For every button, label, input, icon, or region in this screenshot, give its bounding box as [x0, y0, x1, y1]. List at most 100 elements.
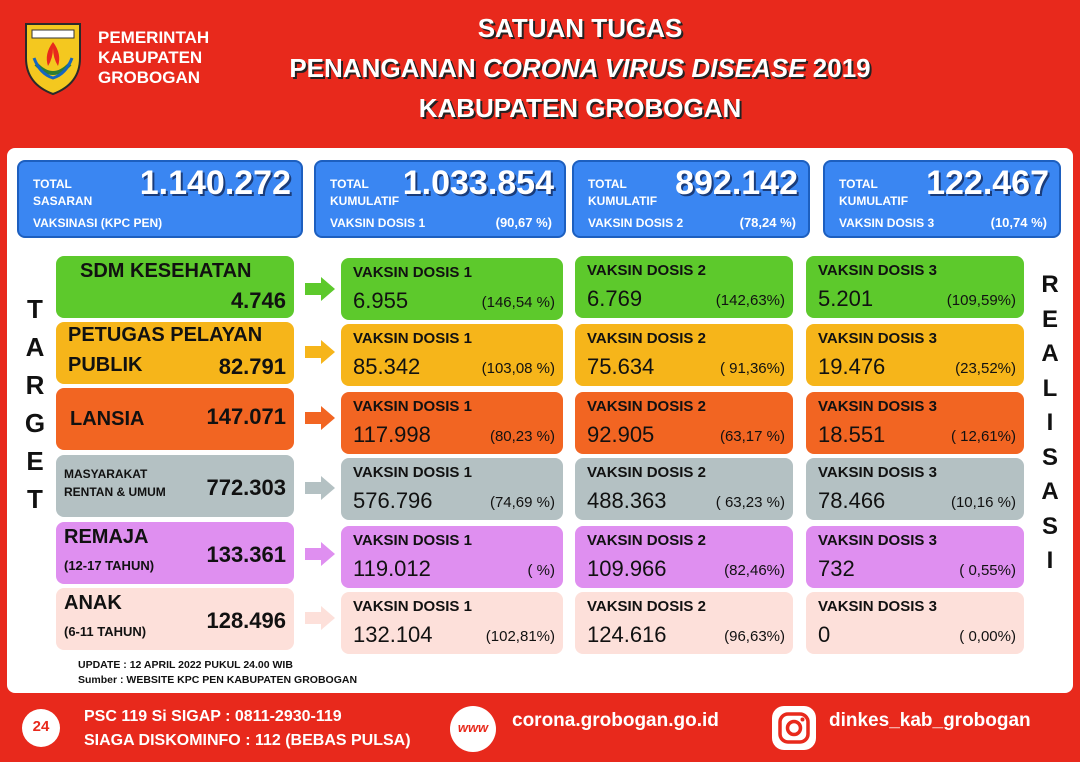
target-name: SDM KESEHATAN	[80, 260, 252, 282]
arrow-right-icon	[305, 277, 335, 301]
realisasi-letter: L	[1042, 374, 1058, 402]
dose-value: 117.998	[353, 422, 431, 447]
dose-label: VAKSIN DOSIS 3	[818, 598, 937, 615]
realisasi-petugas-dosis3: VAKSIN DOSIS 3 19.476 (23,52%)	[806, 324, 1024, 386]
target-masyarakat-rentan-umum: MASYARAKAT RENTAN & UMUM 772.303	[56, 455, 294, 517]
target-value: 772.303	[206, 475, 286, 500]
total-label-3: VAKSIN DOSIS 1	[330, 216, 426, 230]
dose-value: 0	[818, 622, 831, 647]
dose-percent: (80,23 %)	[489, 428, 555, 445]
total-sasaran-card: TOTAL SASARAN VAKSINASI (KPC PEN) 1.140.2…	[17, 160, 303, 238]
dose-label: VAKSIN DOSIS 2	[587, 398, 706, 415]
total-value: 1.140.272	[139, 164, 291, 202]
total-percent: (90,67 %)	[495, 215, 552, 230]
total-label-1: TOTAL	[839, 177, 878, 191]
target-letter: E	[26, 446, 44, 476]
target-name: ANAK	[64, 592, 122, 614]
target-value: 147.071	[206, 404, 286, 429]
title-line2: PENANGANAN CORONA VIRUS DISEASE 2019	[270, 48, 890, 88]
dose-label: VAKSIN DOSIS 1	[353, 598, 472, 615]
dose-value: 576.796	[353, 488, 433, 513]
title-line1: SATUAN TUGAS	[477, 13, 683, 43]
realisasi-masyarakat-dosis1: VAKSIN DOSIS 1 576.796 (74,69 %)	[341, 458, 563, 520]
realisasi-letter: S	[1041, 512, 1058, 540]
total-percent: (10,74 %)	[990, 215, 1047, 230]
dose-value: 18.551	[818, 422, 886, 447]
update-date: UPDATE : 12 APRIL 2022 PUKUL 24.00 WIB	[78, 659, 293, 671]
dose-value: 19.476	[818, 354, 886, 379]
target-letter: T	[27, 484, 43, 514]
dose-label: VAKSIN DOSIS 3	[818, 532, 937, 549]
dose-value: 132.104	[353, 622, 433, 647]
realisasi-lansia-dosis2: VAKSIN DOSIS 2 92.905 (63,17 %)	[575, 392, 793, 454]
total-label: TOTAL SASARAN	[33, 176, 92, 210]
website-link[interactable]: corona.grobogan.go.id	[512, 710, 719, 731]
grobogan-crest-icon	[25, 23, 81, 96]
total-value: 1.033.854	[402, 164, 554, 202]
realisasi-letter: I	[1046, 547, 1054, 574]
instagram-icon	[772, 706, 816, 750]
dose-value: 119.012	[353, 556, 431, 581]
dose-label: VAKSIN DOSIS 3	[818, 398, 937, 415]
dose-percent: ( 91,36%)	[719, 360, 785, 377]
realisasi-letter: I	[1046, 409, 1054, 436]
update-info: UPDATE : 12 APRIL 2022 PUKUL 24.00 WIB S…	[78, 658, 357, 688]
total-label: TOTAL KUMULATIF	[330, 176, 399, 210]
total-label-2: SASARAN	[33, 194, 93, 208]
title-line2-a: PENANGANAN	[289, 53, 483, 83]
dose-percent: (102,81%)	[485, 628, 555, 645]
target-vertical-label: T A R G E T	[24, 290, 46, 518]
dose-value: 92.905	[587, 422, 655, 447]
globe-icon: www	[450, 706, 496, 752]
target-remaja: REMAJA (12-17 TAHUN) 133.361	[56, 522, 294, 584]
dose-value: 109.966	[587, 556, 667, 581]
target-name: REMAJA	[64, 526, 149, 548]
government-name: PEMERINTAH KABUPATEN GROBOGAN	[98, 28, 209, 88]
dose-percent: (146,54 %)	[481, 294, 555, 311]
realisasi-anak-dosis1: VAKSIN DOSIS 1 132.104 (102,81%)	[341, 592, 563, 654]
dose-value: 6.955	[353, 288, 409, 313]
total-label-2: KUMULATIF	[839, 194, 909, 208]
title-line2-c: 2019	[805, 53, 871, 83]
dose-percent: (23,52%)	[955, 360, 1016, 377]
arrow-right-icon	[305, 406, 335, 430]
dose-label: VAKSIN DOSIS 2	[587, 330, 706, 347]
target-name: LANSIA	[70, 408, 145, 430]
realisasi-petugas-dosis1: VAKSIN DOSIS 1 85.342 (103,08 %)	[341, 324, 563, 386]
instagram-handle[interactable]: dinkes_kab_grobogan	[829, 710, 1031, 731]
total-label-1: TOTAL	[33, 177, 72, 191]
dose-value: 124.616	[587, 622, 667, 647]
badge-24: 24	[32, 718, 50, 735]
total-label-3: VAKSINASI (KPC PEN)	[33, 216, 163, 230]
dose-value: 85.342	[353, 354, 421, 379]
realisasi-petugas-dosis2: VAKSIN DOSIS 2 75.634 ( 91,36%)	[575, 324, 793, 386]
total-value: 122.467	[926, 164, 1049, 202]
arrow-right-icon	[305, 340, 335, 364]
total-label: TOTAL KUMULATIF	[839, 176, 908, 210]
dose-value: 5.201	[818, 286, 874, 311]
dose-percent: (82,46%)	[724, 562, 785, 579]
dose-label: VAKSIN DOSIS 2	[587, 598, 706, 615]
dose-percent: ( 12,61%)	[950, 428, 1016, 445]
dose-value: 75.634	[587, 354, 655, 379]
realisasi-anak-dosis3: VAKSIN DOSIS 3 0 ( 0,00%)	[806, 592, 1024, 654]
target-letter: T	[27, 294, 43, 324]
dose-label: VAKSIN DOSIS 2	[587, 262, 706, 279]
header: PEMERINTAH KABUPATEN GROBOGAN SATUAN TUG…	[0, 0, 1080, 146]
gov-line1: PEMERINTAH	[98, 28, 210, 47]
total-dosis2-card: TOTAL KUMULATIF VAKSIN DOSIS 2 892.142 (7…	[572, 160, 810, 238]
target-value: 4.746	[230, 288, 286, 313]
total-dosis3-card: TOTAL KUMULATIF VAKSIN DOSIS 3 122.467 (1…	[823, 160, 1061, 238]
total-label-1: TOTAL	[330, 177, 369, 191]
realisasi-anak-dosis2: VAKSIN DOSIS 2 124.616 (96,63%)	[575, 592, 793, 654]
target-name: PETUGAS PELAYAN	[68, 324, 263, 346]
realisasi-vertical-label: R E A L I S A S I	[1039, 268, 1061, 579]
arrow-right-icon	[305, 542, 335, 566]
dose-percent: (63,17 %)	[719, 428, 785, 445]
dose-value: 488.363	[587, 488, 667, 513]
realisasi-remaja-dosis2: VAKSIN DOSIS 2 109.966 (82,46%)	[575, 526, 793, 588]
realisasi-sdm-dosis2: VAKSIN DOSIS 2 6.769 (142,63%)	[575, 256, 793, 318]
realisasi-letter: R	[1041, 271, 1059, 298]
dose-percent: ( 63,23 %)	[715, 494, 785, 511]
